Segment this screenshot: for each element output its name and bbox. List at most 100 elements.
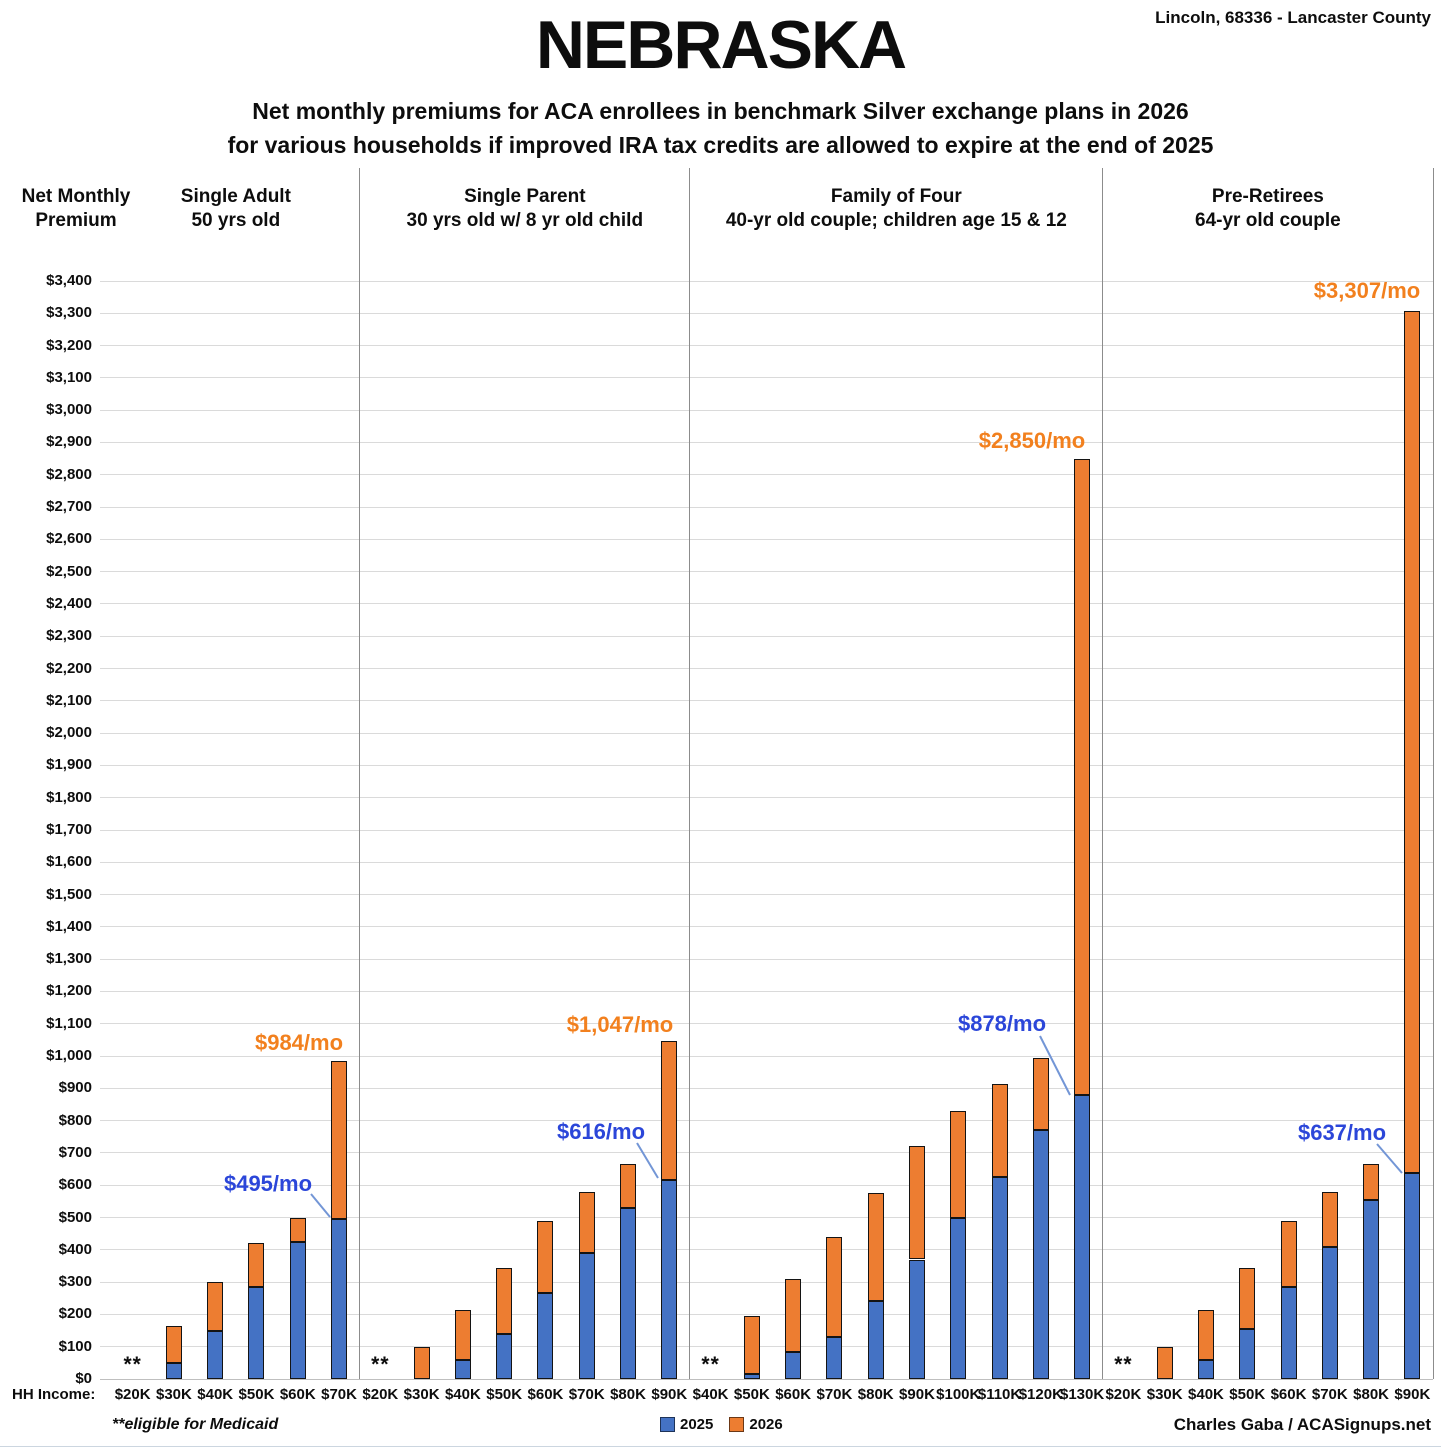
x-tick-label: $50K [733,1386,770,1403]
annotation-label: $2,850/mo [978,428,1086,453]
legend-swatch-2026-icon [729,1417,745,1432]
gridline [100,1152,1433,1154]
x-tick-label: $60K [527,1386,564,1403]
x-tick-label: $110K [977,1386,1022,1403]
bar-2025 [950,1217,967,1379]
x-tick-label: $20K [362,1386,399,1403]
gridline [100,668,1433,670]
legend-label-2026: 2026 [749,1416,783,1433]
bar-2026 [826,1236,843,1337]
x-tick-label: $50K [238,1386,275,1403]
hh-income-label: HH Income: [12,1386,96,1403]
gridline [100,1313,1433,1315]
bar-2025 [248,1286,265,1379]
x-tick-label: $70K [321,1386,357,1403]
bar-2026 [1404,311,1421,1174]
bar-2026 [413,1346,430,1379]
gridline [100,958,1433,960]
bar-2026 [1280,1220,1297,1287]
annotation-label: $637/mo [1297,1120,1387,1145]
x-tick-label: $60K [1270,1386,1307,1403]
bar-2025 [537,1293,554,1379]
bar-2026 [1074,458,1091,1096]
y-tick-label: $900 [58,1079,92,1097]
axis-baseline [100,1378,1433,1380]
y-tick-label: $1,700 [46,821,92,838]
x-tick-label: $90K [651,1386,688,1403]
y-tick-label: $3,100 [46,368,92,386]
bar-2025 [1363,1199,1380,1379]
bar-2026 [454,1309,471,1360]
bar-2026 [785,1278,802,1352]
bar-2025 [165,1362,182,1379]
y-tick-label: $200 [58,1305,92,1323]
x-tick-label: $40K [444,1386,481,1403]
bar-2025 [331,1219,348,1379]
x-tick-label: $20K [114,1386,151,1403]
bar-2025 [661,1180,678,1379]
x-tick-label: $120K [1018,1386,1063,1403]
y-tick-label: $1,500 [46,885,92,903]
bar-2025 [207,1330,224,1379]
bar-2025 [1321,1246,1338,1379]
y-tick-label: $800 [58,1111,92,1129]
gridline [100,1346,1433,1348]
x-tick-label: $50K [486,1386,523,1403]
medicaid-marker: ** [123,1353,142,1376]
y-tick-label: $2,600 [46,530,92,548]
y-tick-label: $2,100 [46,691,92,709]
bar-2026 [867,1193,884,1302]
medicaid-marker: ** [1114,1353,1133,1376]
gridline [100,345,1433,347]
gridline [100,861,1433,863]
x-tick-label: $30K [155,1386,192,1403]
gridline [100,506,1433,508]
medicaid-note: **eligible for Medicaid [112,1416,279,1433]
x-tick-label: $30K [1146,1386,1183,1403]
x-tick-label: $130K [1060,1386,1105,1403]
bar-2025 [1404,1173,1421,1379]
bar-2026 [165,1325,182,1363]
bar-2026 [950,1110,967,1218]
gridline [100,894,1433,896]
location-label: Lincoln, 68336 - Lancaster County [1155,8,1431,27]
x-tick-label: $70K [568,1386,605,1403]
y-tick-label: $1,600 [46,853,92,871]
bar-2026 [1239,1267,1256,1329]
annotation-label: $1,047/mo [566,1012,674,1037]
annotation-label: $878/mo [957,1011,1047,1036]
bar-2026 [248,1243,265,1287]
gridline [100,1217,1433,1219]
x-tick-label: $90K [1394,1386,1431,1403]
gridline [100,571,1433,573]
gridline [100,797,1433,799]
bar-2026 [207,1282,224,1331]
x-tick-label: $20K [1105,1386,1142,1403]
x-tick-label: $80K [610,1386,646,1403]
bar-2026 [620,1164,637,1208]
bar-2026 [289,1217,306,1242]
panel-separator [1102,168,1104,1379]
y-tick-label: $2,200 [46,659,92,677]
y-tick-label: $2,400 [46,594,92,612]
gridline [100,538,1433,540]
gridline [100,409,1433,411]
panel-title-line1: Pre-Retirees [1211,186,1324,207]
y-axis-header-line1: Net Monthly [21,186,131,207]
x-tick-label: $40K [197,1386,234,1403]
gridline [100,732,1433,734]
bar-2026 [1363,1164,1380,1200]
gridline [100,474,1433,476]
panel-separator [359,168,361,1379]
bar-2026 [908,1146,925,1260]
legend-item-2025: 2025 [660,1416,713,1433]
bottom-border [0,1446,1441,1447]
medicaid-marker: ** [701,1353,720,1376]
gridline [100,1087,1433,1089]
chart-title: NEBRASKA [535,7,907,83]
annotation-label: $616/mo [556,1119,646,1144]
chart-subtitle-line1: Net monthly premiums for ACA enrollees i… [252,98,1189,124]
y-tick-label: $600 [58,1176,92,1194]
gridline [100,312,1433,314]
